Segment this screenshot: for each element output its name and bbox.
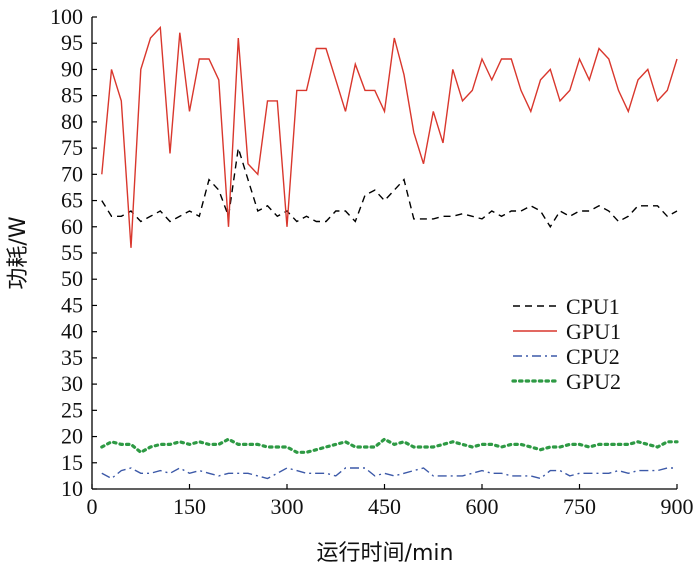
y-tick-label: 65 bbox=[61, 188, 83, 213]
series-line-gpu1 bbox=[101, 25, 678, 248]
y-tick-label: 75 bbox=[61, 135, 83, 160]
y-tick-label: 55 bbox=[61, 240, 83, 265]
series-line-gpu2 bbox=[100, 437, 679, 455]
y-tick-label: 100 bbox=[50, 4, 83, 29]
y-tick-label: 15 bbox=[61, 450, 83, 475]
legend-label-gpu1: GPU1 bbox=[566, 319, 621, 344]
x-tick-label: 300 bbox=[271, 494, 304, 519]
x-tick-label: 900 bbox=[661, 494, 694, 519]
y-tick-label: 70 bbox=[61, 161, 83, 186]
y-tick-label: 20 bbox=[61, 424, 83, 449]
y-tick-label: 25 bbox=[61, 397, 83, 422]
y-tick-label: 85 bbox=[61, 83, 83, 108]
y-tick-label: 95 bbox=[61, 30, 83, 55]
legend-label-cpu1: CPU1 bbox=[566, 294, 620, 319]
legend-label-cpu2: CPU2 bbox=[566, 344, 620, 369]
x-tick-label: 600 bbox=[466, 494, 499, 519]
y-tick-label: 60 bbox=[61, 214, 83, 239]
y-tick-label: 90 bbox=[61, 56, 83, 81]
x-axis-title: 运行时间/min bbox=[317, 541, 454, 566]
series-line-cpu2 bbox=[101, 467, 677, 480]
y-tick-label: 80 bbox=[61, 109, 83, 134]
y-tick-label: 35 bbox=[61, 345, 83, 370]
x-axis-ticks: 0 150 300 450 600 750 900 bbox=[87, 484, 694, 519]
x-tick-label: 0 bbox=[87, 494, 98, 519]
y-tick-label: 30 bbox=[61, 371, 83, 396]
plot-area bbox=[91, 17, 679, 490]
y-tick-label: 50 bbox=[61, 266, 83, 291]
legend-label-gpu2: GPU2 bbox=[566, 369, 621, 394]
y-tick-label: 45 bbox=[61, 292, 83, 317]
x-tick-label: 750 bbox=[563, 494, 596, 519]
y-tick-label: 10 bbox=[61, 476, 83, 501]
x-tick-label: 450 bbox=[368, 494, 401, 519]
x-tick-label: 150 bbox=[173, 494, 206, 519]
y-axis-title: 功耗/W bbox=[6, 216, 31, 289]
y-tick-label: 40 bbox=[61, 319, 83, 344]
series-line-cpu1 bbox=[101, 147, 678, 229]
